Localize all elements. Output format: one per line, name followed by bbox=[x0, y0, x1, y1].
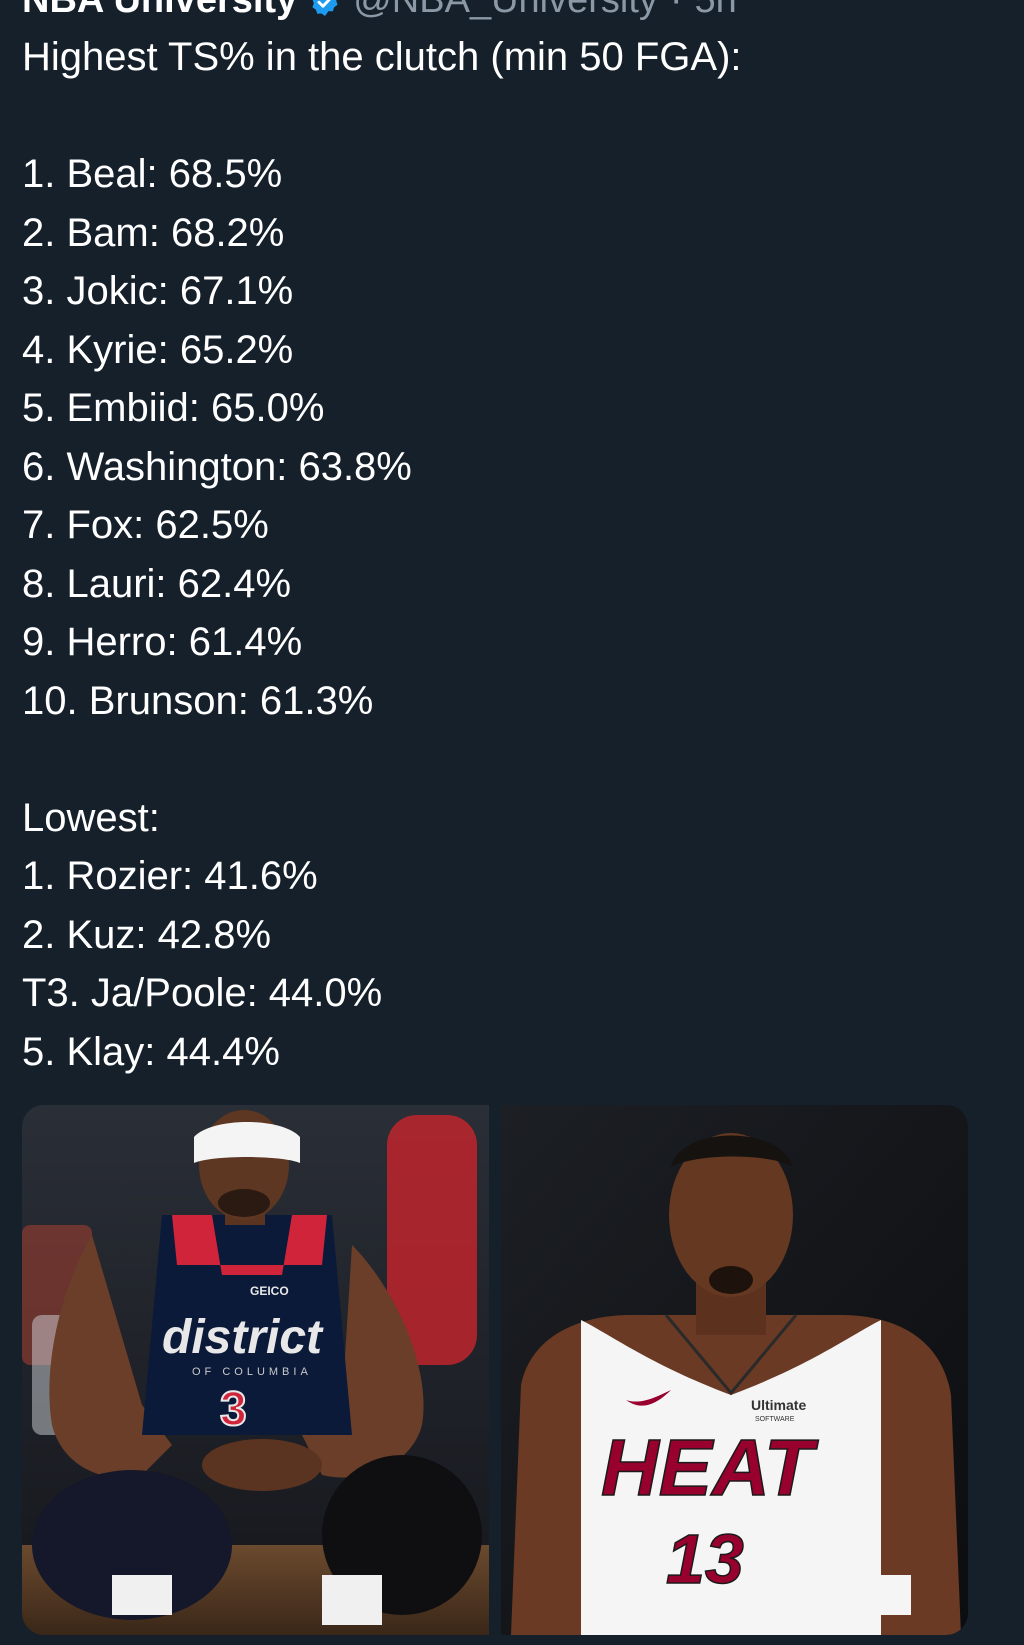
lowest-list-item: 1. Rozier: 41.6% bbox=[22, 854, 318, 898]
jersey-heat-text: HEAT bbox=[601, 1423, 819, 1512]
jersey-number: 13 bbox=[666, 1520, 744, 1598]
jersey-number: 3 bbox=[220, 1383, 247, 1436]
highest-list-item: 10. Brunson: 61.3% bbox=[22, 678, 374, 723]
highest-list-item: 3. Jokic: 67.1% bbox=[22, 269, 294, 313]
lowest-title: Lowest: bbox=[22, 795, 160, 840]
highest-list-item: 5. Embiid: 65.0% bbox=[22, 386, 325, 430]
author-handle[interactable]: @NBA_University bbox=[353, 0, 658, 21]
highest-list-item: 9. Herro: 61.4% bbox=[22, 620, 303, 664]
tweet-title: Highest TS% in the clutch (min 50 FGA): bbox=[22, 35, 742, 79]
lowest-list-item: T3. Ja/Poole: 44.0% bbox=[22, 971, 383, 1015]
jersey-district-text: district bbox=[162, 1311, 324, 1364]
verified-badge-icon bbox=[309, 0, 341, 16]
highest-list-item: 7. Fox: 62.5% bbox=[22, 503, 269, 547]
tweet-time[interactable]: 5h bbox=[694, 0, 737, 21]
tweet-header: NBA University @NBA_University · 5h bbox=[22, 0, 737, 22]
sponsor-sub-text: SOFTWARE bbox=[755, 1416, 795, 1423]
highest-list-item: 1. Beal: 68.5% bbox=[22, 152, 283, 196]
sponsor-text: Ultimate bbox=[751, 1397, 806, 1413]
tweet-text: Highest TS% in the clutch (min 50 FGA): … bbox=[22, 28, 742, 1081]
sponsor-text: GEICO bbox=[250, 1284, 289, 1298]
highest-list-item: 2. Bam: 68.2% bbox=[22, 210, 285, 255]
photo-beal[interactable]: district OF COLUMBIA 3 GEICO bbox=[22, 1105, 489, 1635]
highest-list-item: 4. Kyrie: 65.2% bbox=[22, 327, 294, 372]
tweet-media[interactable]: district OF COLUMBIA 3 GEICO bbox=[22, 1105, 968, 1635]
highest-list-item: 6. Washington: 63.8% bbox=[22, 444, 412, 489]
photo-bam[interactable]: HEAT 13 Ultimate SOFTWARE bbox=[501, 1105, 968, 1635]
author-name[interactable]: NBA University bbox=[22, 0, 298, 21]
lowest-list-item: 2. Kuz: 42.8% bbox=[22, 912, 272, 957]
separator-dot: · bbox=[669, 0, 683, 21]
jersey-columbia-text: OF COLUMBIA bbox=[192, 1366, 312, 1378]
highest-list-item: 8. Lauri: 62.4% bbox=[22, 561, 292, 606]
lowest-list-item: 5. Klay: 44.4% bbox=[22, 1029, 280, 1074]
